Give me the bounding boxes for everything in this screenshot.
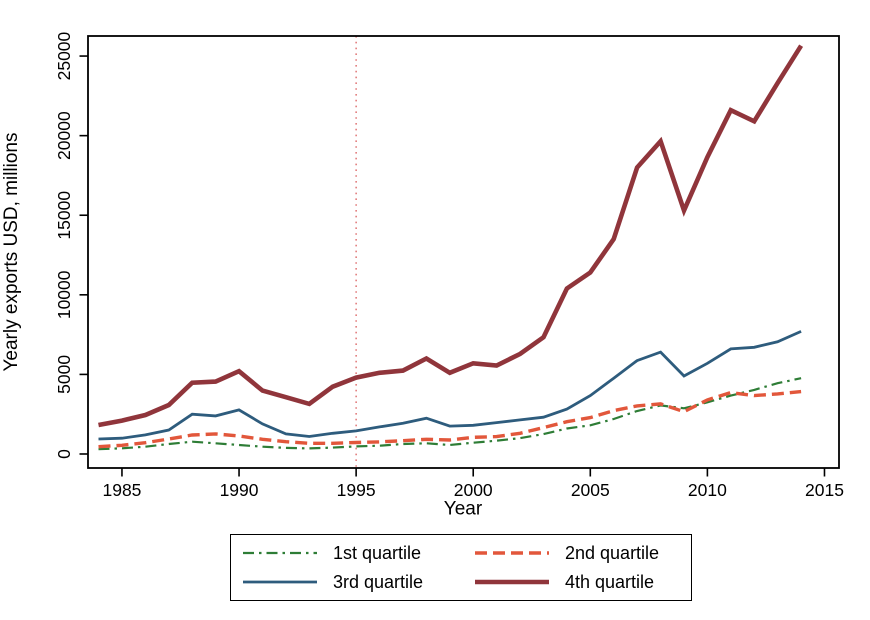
- x-tick-label: 2015: [805, 480, 844, 500]
- plot-border: [87, 35, 840, 469]
- legend-label: 4th quartile: [565, 571, 655, 592]
- x-tick-label: 2005: [571, 480, 610, 500]
- series-line-3rd-quartile: [98, 330, 802, 441]
- y-tick-label: 5000: [54, 355, 74, 394]
- legend-label: 2nd quartile: [565, 542, 660, 563]
- x-tick-label: 2000: [454, 480, 493, 500]
- legend-key-2nd-quartile-line: [475, 551, 549, 555]
- legend-item-4th-quartile: 4th quartile: [473, 569, 681, 596]
- series-line-1st-quartile: [98, 377, 802, 451]
- legend-item-1st-quartile: 1st quartile: [241, 540, 473, 567]
- x-tick-label: 2010: [688, 480, 727, 500]
- series-line-4th-quartile: [98, 44, 804, 428]
- legend-label: 1st quartile: [333, 542, 422, 563]
- y-tick-label: 10000: [54, 270, 74, 319]
- series-line-2nd-quartile: [98, 389, 802, 449]
- plot-area: 1985 1990 1995 2000 2005 2010 2015 0 5000 10000 15…: [54, 31, 844, 500]
- x-axis-title: Year: [444, 499, 483, 520]
- legend-key-3rd-quartile-line: [243, 580, 317, 584]
- legend-label: 3rd quartile: [333, 571, 424, 592]
- y-tick-label: 20000: [54, 111, 74, 160]
- x-tick-label: 1985: [102, 480, 141, 500]
- y-tick-label: 0: [54, 449, 74, 459]
- legend-item-2nd-quartile: 2nd quartile: [473, 540, 681, 567]
- legend-key-4th-quartile-line: [475, 579, 549, 585]
- x-tick-label: 1990: [220, 480, 259, 500]
- y-axis-title: Yearly exports USD, millions: [1, 133, 22, 372]
- legend-key-1st-quartile-line: [243, 551, 317, 555]
- y-tick-label: 15000: [54, 191, 74, 240]
- y-tick-label: 25000: [54, 31, 74, 80]
- x-tick-label: 1995: [337, 480, 376, 500]
- legend: 1st quartile 2nd quartile 3rd quartile 4…: [230, 534, 692, 601]
- legend-item-3rd-quartile: 3rd quartile: [241, 569, 473, 596]
